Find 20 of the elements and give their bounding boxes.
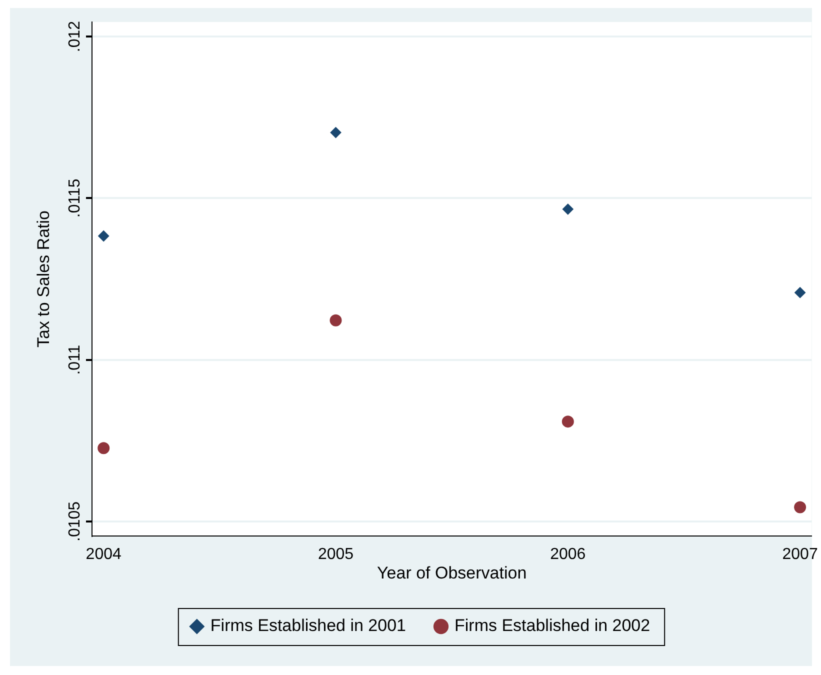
- legend-label: Firms Established in 2002: [454, 616, 650, 636]
- y-tick-label: .011: [66, 344, 84, 375]
- point: [562, 416, 574, 428]
- y-axis-title: Tax to Sales Ratio: [34, 210, 53, 348]
- x-tick-label: 2006: [550, 546, 586, 564]
- x-tick-label: 2004: [86, 546, 122, 564]
- point: [794, 501, 806, 514]
- x-tick-label: 2005: [318, 546, 354, 564]
- y-tick-label: .0115: [66, 178, 84, 218]
- x-tick-label: 2007: [782, 546, 818, 564]
- y-tick-label: .012: [66, 20, 84, 52]
- y-tick-label: .0105: [66, 501, 84, 542]
- x-axis-title: Year of Observation: [377, 563, 527, 582]
- point: [330, 127, 342, 138]
- point: [562, 204, 574, 215]
- point: [98, 230, 110, 242]
- point: [794, 287, 806, 298]
- point: [330, 314, 342, 326]
- legend-label: Firms Established in 2001: [210, 616, 406, 636]
- point: [98, 442, 110, 454]
